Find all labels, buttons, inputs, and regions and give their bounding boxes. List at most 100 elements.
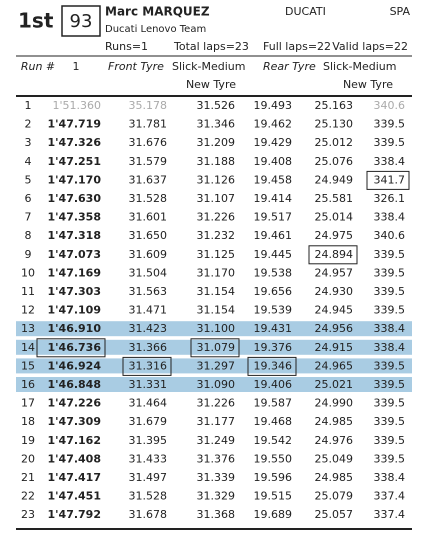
- sector-3: 19.596: [254, 471, 293, 484]
- lap-time: 1'46.924: [48, 359, 102, 372]
- lap-number: 5: [25, 173, 32, 186]
- sector-2: 31.125: [197, 248, 236, 261]
- sector-1: 31.366: [129, 341, 168, 354]
- team-name: Ducati Lenovo Team: [105, 24, 206, 35]
- sector-3: 19.515: [254, 490, 293, 503]
- lap-time: 1'47.251: [48, 155, 101, 168]
- sector-3: 19.550: [254, 452, 293, 465]
- rear-state: New Tyre: [343, 78, 393, 91]
- lap-number: 13: [21, 322, 35, 335]
- sector-1: 31.601: [129, 211, 168, 224]
- sector-4: 25.079: [315, 490, 354, 503]
- sector-2: 31.226: [197, 397, 236, 410]
- lap-time: 1'47.792: [48, 508, 101, 521]
- sector-4: 24.956: [315, 322, 354, 335]
- sector-2: 31.170: [197, 266, 236, 279]
- top-speed: 339.5: [374, 285, 406, 298]
- lap-number: 17: [21, 397, 35, 410]
- sector-1: 31.433: [129, 452, 168, 465]
- top-speed: 338.4: [374, 211, 406, 224]
- lap-rows: 1 1'51.360 35.178 31.526 19.493 25.163 340.62 1…: [16, 99, 412, 521]
- sector-2: 31.209: [197, 136, 236, 149]
- sector-1: 31.650: [129, 229, 168, 242]
- sector-4: 24.990: [315, 397, 354, 410]
- row-highlight: [16, 321, 412, 337]
- rider-number: 93: [70, 11, 93, 32]
- front-tyre: Slick-Medium: [172, 60, 245, 73]
- lap-number: 22: [21, 490, 35, 503]
- sector-3: 19.406: [254, 378, 293, 391]
- row-highlight: [16, 339, 412, 355]
- top-speed: 339.5: [374, 266, 406, 279]
- sector-3: 19.458: [254, 173, 293, 186]
- lap-number: 10: [21, 266, 35, 279]
- sector-3: 19.468: [254, 415, 293, 428]
- lap-time: 1'47.719: [48, 118, 101, 131]
- sector-2: 31.376: [197, 452, 236, 465]
- sector-4: 25.057: [315, 508, 354, 521]
- rider-name: Marc MARQUEZ: [105, 5, 210, 19]
- sector-1: 31.637: [129, 173, 168, 186]
- sector-4: 25.021: [315, 378, 354, 391]
- lap-time: 1'46.910: [48, 322, 102, 335]
- sector-4: 25.076: [315, 155, 354, 168]
- top-speed: 337.4: [374, 508, 406, 521]
- lap-time: 1'47.451: [48, 490, 101, 503]
- top-speed: 338.4: [374, 155, 406, 168]
- sector-2: 31.090: [197, 378, 236, 391]
- sector-1: 35.178: [129, 99, 168, 112]
- sector-4: 25.012: [315, 136, 354, 149]
- best-box: [36, 338, 106, 358]
- rear-label: Rear Tyre: [263, 60, 316, 73]
- sector-3: 19.542: [254, 434, 293, 447]
- lap-number: 7: [25, 211, 32, 224]
- sector-2: 31.188: [197, 155, 236, 168]
- sector-4: 24.894: [315, 248, 354, 261]
- lap-number: 18: [21, 415, 35, 428]
- lap-number: 20: [21, 452, 35, 465]
- sector-4: 24.930: [315, 285, 354, 298]
- sector-2: 31.126: [197, 173, 236, 186]
- top-speed: 339.5: [374, 136, 406, 149]
- sector-1: 31.679: [129, 415, 168, 428]
- best-box: [308, 245, 358, 265]
- sector-4: 25.130: [315, 118, 354, 131]
- sector-3: 19.461: [254, 229, 293, 242]
- lap-number: 14: [21, 341, 35, 354]
- top-speed: 339.5: [374, 359, 406, 372]
- top-speed: 340.6: [374, 99, 406, 112]
- number-box: [61, 5, 101, 37]
- lap-time: 1'47.226: [48, 397, 102, 410]
- best-box: [122, 356, 172, 376]
- top-speed: 339.5: [374, 397, 406, 410]
- sector-1: 31.395: [129, 434, 168, 447]
- lap-time: 1'47.630: [48, 192, 102, 205]
- sector-3: 19.376: [254, 341, 293, 354]
- sector-1: 31.497: [129, 471, 168, 484]
- lap-number: 1: [25, 99, 32, 112]
- sector-1: 31.676: [129, 136, 168, 149]
- rear-tyre: Slick-Medium: [323, 60, 396, 73]
- sector-2: 31.079: [197, 341, 236, 354]
- lap-time: 1'47.109: [48, 304, 101, 317]
- position: 1st: [18, 9, 54, 33]
- sector-3: 19.462: [254, 118, 293, 131]
- lap-time: 1'47.170: [48, 173, 102, 186]
- sector-3: 19.408: [254, 155, 293, 168]
- sector-1: 31.678: [129, 508, 168, 521]
- best-box: [247, 356, 297, 376]
- lap-time: 1'46.848: [48, 378, 101, 391]
- sector-1: 31.528: [129, 490, 168, 503]
- lap-time: 1'47.408: [48, 452, 101, 465]
- sector-3: 19.429: [254, 136, 293, 149]
- lap-number: 2: [25, 118, 32, 131]
- sector-1: 31.504: [129, 266, 168, 279]
- sector-3: 19.656: [254, 285, 293, 298]
- lap-time: 1'51.360: [52, 99, 101, 112]
- sector-2: 31.526: [197, 99, 236, 112]
- lap-number: 4: [25, 155, 32, 168]
- sector-4: 24.949: [315, 173, 354, 186]
- sector-4: 24.985: [315, 415, 354, 428]
- sector-1: 31.528: [129, 192, 168, 205]
- sector-3: 19.445: [254, 248, 293, 261]
